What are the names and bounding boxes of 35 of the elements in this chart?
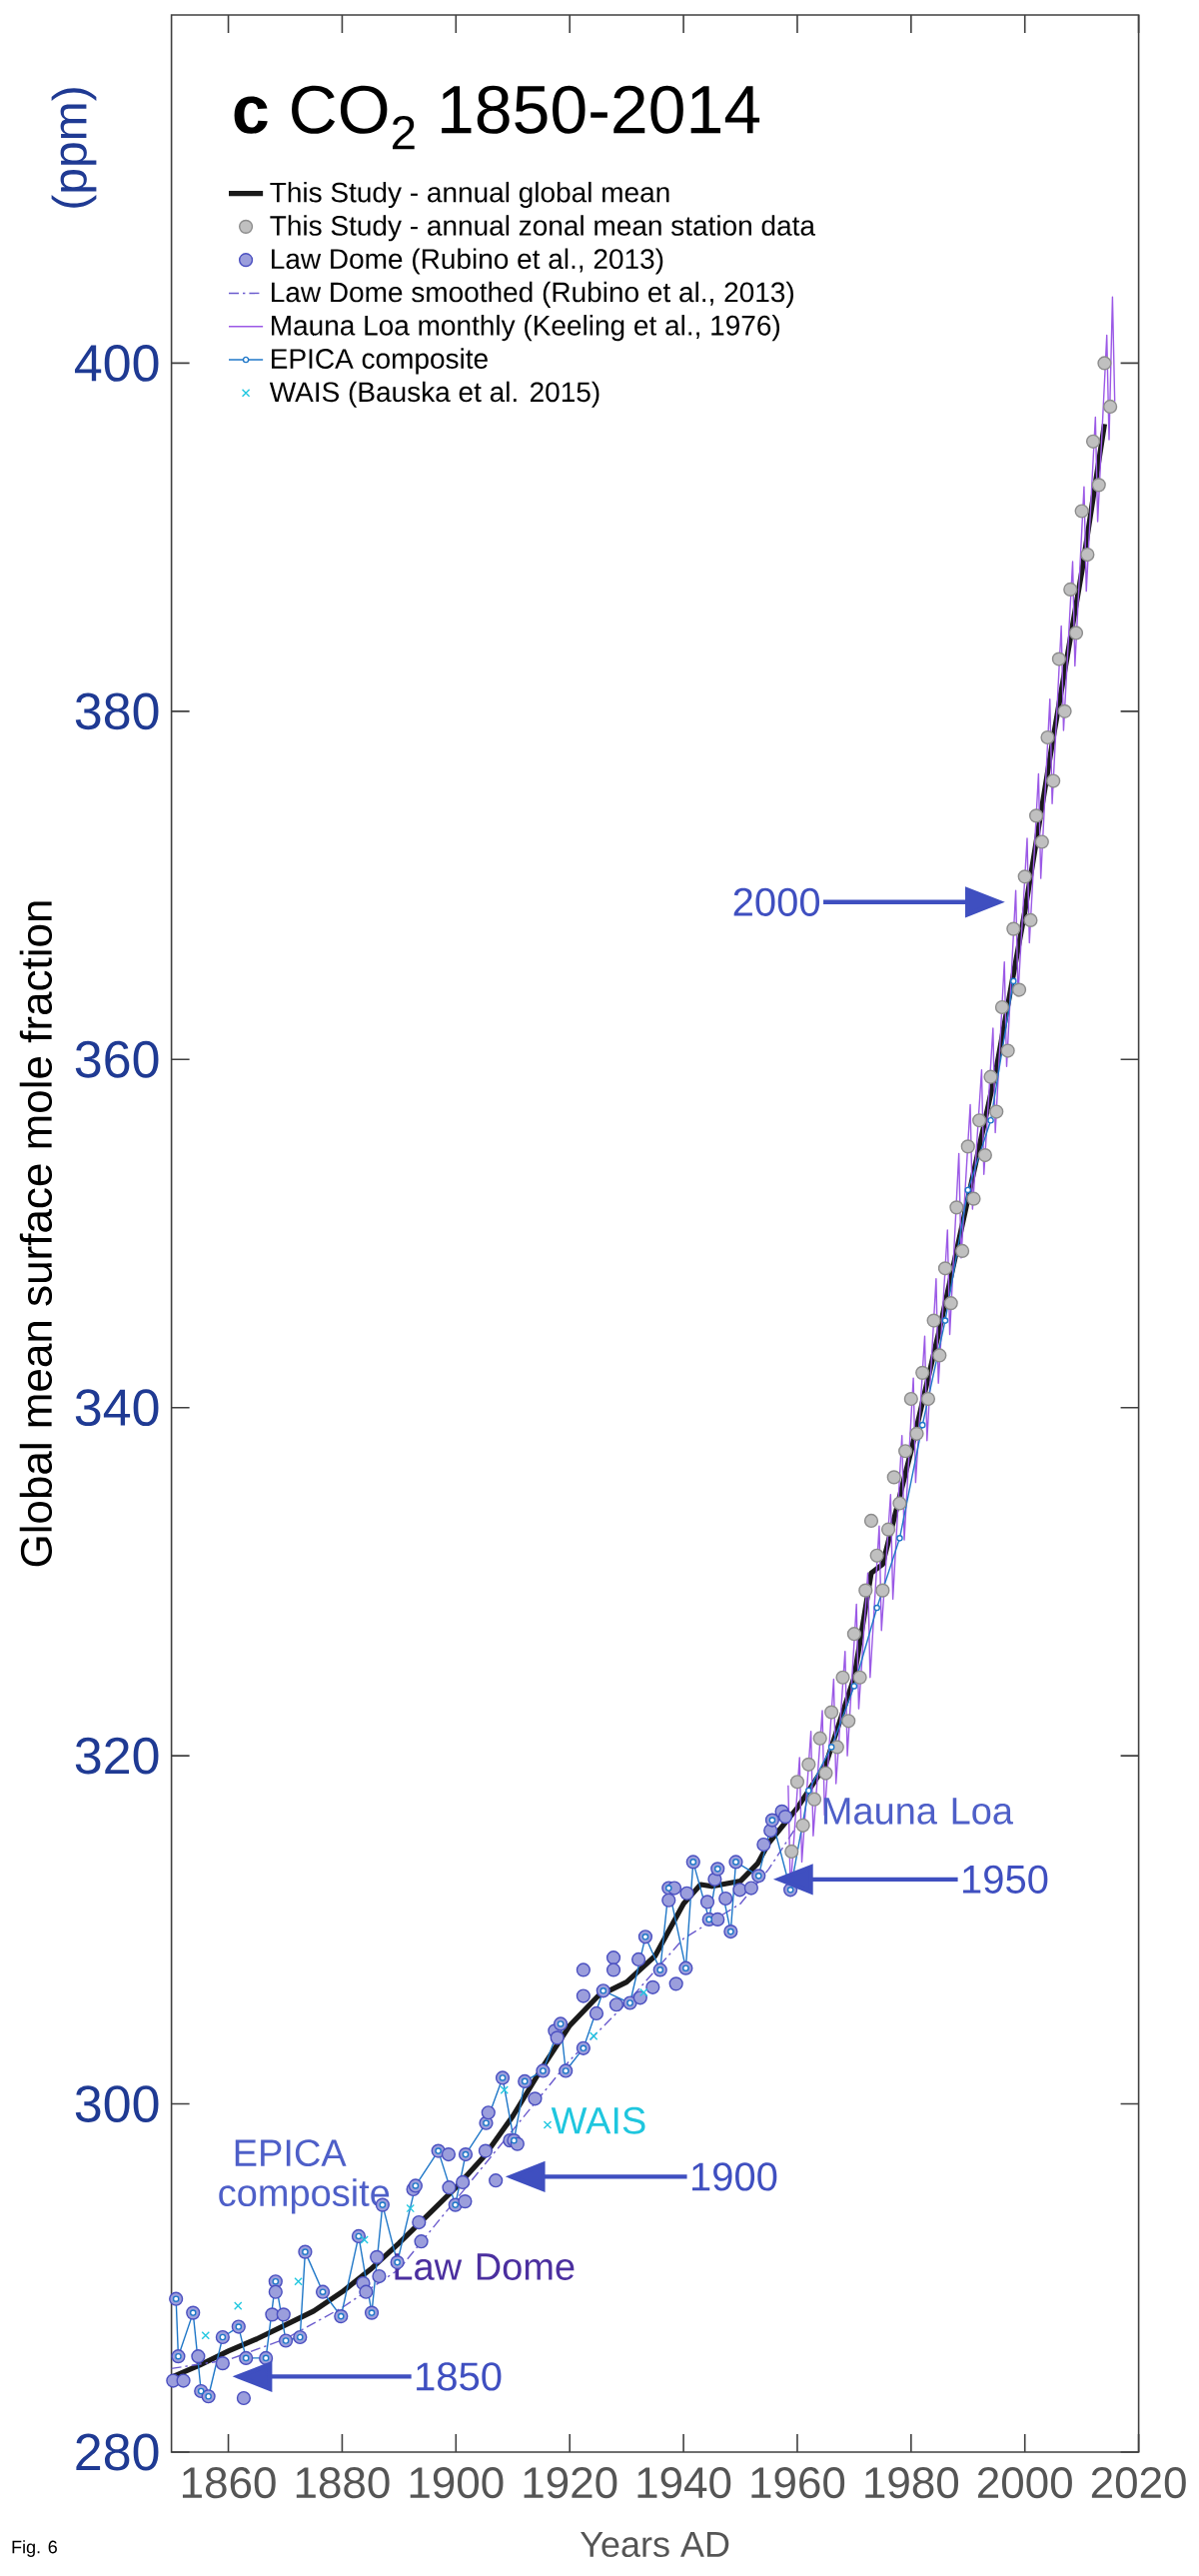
legend-label: This Study - annual global mean <box>270 181 669 209</box>
legend-label: Law Dome (Rubino et al., 2013) <box>272 248 663 275</box>
text: (ppm) <box>51 88 97 208</box>
x-tick-label: 2020 <box>1091 2467 1186 2499</box>
annotation: 1900 <box>691 2162 777 2191</box>
legend-label: Law Dome smoothed (Rubino et al., 2013) <box>272 281 793 308</box>
caption: Fig. 6 <box>12 2540 57 2557</box>
y-tick-label: 380 <box>75 692 159 730</box>
y-tick-label: 280 <box>76 2433 159 2471</box>
x-tick-label: 2000 <box>978 2467 1072 2499</box>
x-tick-label: 1940 <box>637 2467 731 2499</box>
legend-label: This Study - annual zonal mean station data <box>270 215 815 242</box>
x-tick-label: 1860 <box>182 2467 276 2499</box>
x-tick-label: 1920 <box>524 2467 617 2499</box>
text: c CO$_{2}$ 1850-2014 <box>234 85 760 150</box>
y-tick-label: 340 <box>75 1389 159 1427</box>
annotation: 1850 <box>417 2362 502 2391</box>
y-tick-label: 300 <box>75 2085 159 2122</box>
x-axis-title: Years AD <box>581 2531 729 2558</box>
legend-label: WAIS (Bauska et al. 2015) <box>269 381 600 408</box>
legend-label: EPICA composite <box>272 348 488 375</box>
x-tick-label: 1880 <box>296 2467 390 2499</box>
x-tick-label: 1900 <box>410 2467 504 2499</box>
annotation: EPICA composite <box>219 2139 390 2214</box>
y-tick-label: 320 <box>75 1737 159 1775</box>
y-tick-label: 400 <box>74 345 159 382</box>
annotation: 1950 <box>963 1865 1048 1894</box>
x-tick-label: 1980 <box>865 2467 959 2499</box>
annotation: Mauna Loa <box>823 1798 1014 1825</box>
legend-label: Mauna Loa monthly (Keeling et al., 1976) <box>272 315 779 342</box>
annotation: WAIS <box>551 2106 645 2134</box>
y-tick-label: 360 <box>75 1040 159 1078</box>
x-tick-label: 1960 <box>751 2467 845 2499</box>
y-axis-title: Global mean surface mole fraction <box>19 901 53 1567</box>
annotation: 2000 <box>733 887 820 916</box>
